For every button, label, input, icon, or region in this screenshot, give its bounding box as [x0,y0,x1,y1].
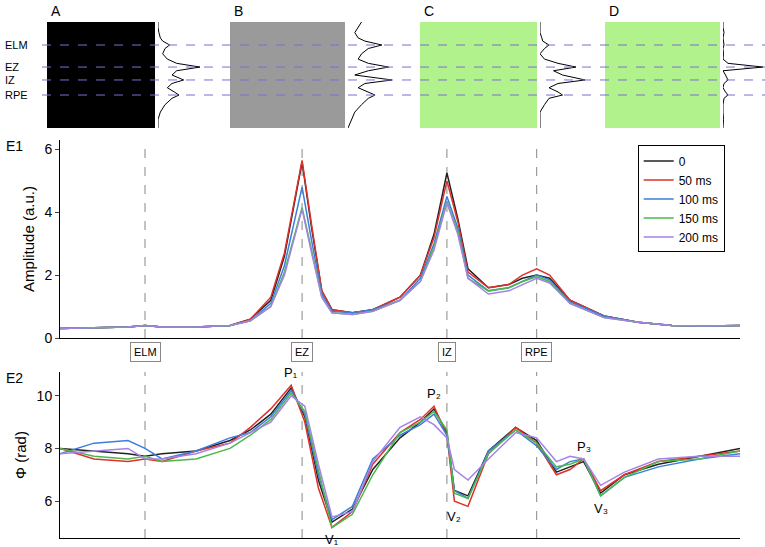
svg-text:V₂: V₂ [447,509,461,524]
svg-text:ELM: ELM [134,346,157,358]
svg-text:B: B [234,3,243,19]
svg-text:P₃: P₃ [577,439,591,454]
svg-text:EZ: EZ [295,346,309,358]
svg-text:A: A [51,3,61,19]
svg-text:Φ (rad): Φ (rad) [12,431,29,479]
svg-text:EZ: EZ [5,61,19,73]
svg-text:IZ: IZ [442,346,452,358]
svg-text:E1: E1 [6,138,23,154]
svg-text:P₂: P₂ [427,386,441,401]
svg-text:ELM: ELM [5,39,28,51]
svg-text:6: 6 [44,141,52,157]
svg-text:150 ms: 150 ms [679,212,718,226]
svg-text:E2: E2 [6,370,23,386]
svg-text:V₁: V₁ [325,532,339,547]
svg-text:8: 8 [44,440,52,456]
svg-text:4: 4 [44,204,52,220]
svg-text:IZ: IZ [5,74,15,86]
svg-text:100 ms: 100 ms [679,193,718,207]
svg-text:V₃: V₃ [594,501,608,516]
svg-text:RPE: RPE [5,89,28,101]
svg-text:0: 0 [679,155,686,169]
svg-text:50 ms: 50 ms [679,174,712,188]
svg-text:D: D [609,3,619,19]
svg-text:RPE: RPE [525,346,548,358]
svg-text:P₁: P₁ [284,365,298,380]
svg-text:6: 6 [44,493,52,509]
svg-text:200 ms: 200 ms [679,231,718,245]
svg-text:C: C [424,3,434,19]
svg-text:Amplitude (a.u.): Amplitude (a.u.) [20,186,37,292]
svg-text:10: 10 [37,388,53,404]
svg-text:2: 2 [44,267,52,283]
svg-text:0: 0 [44,330,52,346]
